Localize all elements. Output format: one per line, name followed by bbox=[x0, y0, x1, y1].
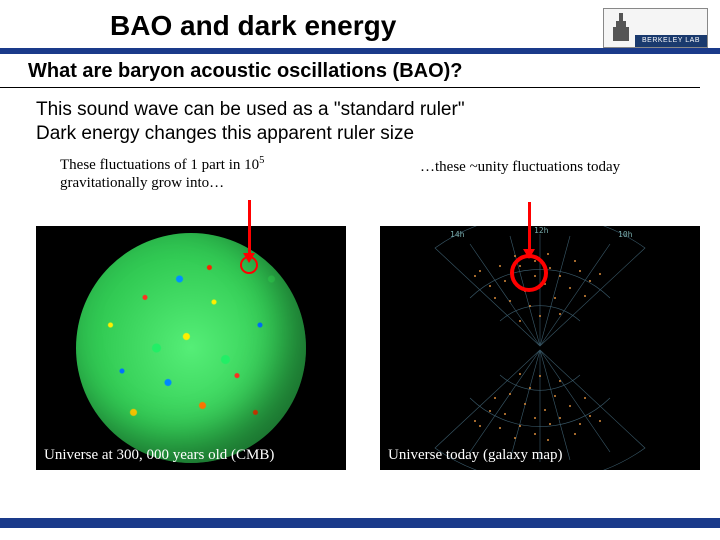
footer-divider bbox=[0, 518, 720, 528]
axis-label-l: 14h bbox=[450, 230, 464, 239]
section-subtitle: What are baryon acoustic oscillations (B… bbox=[0, 54, 700, 88]
figure-row: These fluctuations of 1 part in 105 grav… bbox=[0, 154, 720, 470]
logo-label: BERKELEY LAB bbox=[635, 35, 707, 47]
arrow-down-icon bbox=[248, 200, 251, 256]
right-annotation: …these ~unity fluctuations today bbox=[380, 154, 700, 198]
cmb-figure: Universe at 300, 000 years old (CMB) bbox=[36, 226, 346, 470]
axis-label-r: 10h bbox=[618, 230, 632, 239]
body-line-1: This sound wave can be used as a "standa… bbox=[36, 98, 690, 122]
cmb-sphere-icon bbox=[76, 233, 306, 463]
slide-header: BAO and dark energy BERKELEY LAB bbox=[0, 0, 720, 54]
axis-label-c: 12h bbox=[534, 226, 548, 235]
arrow-down-icon bbox=[528, 202, 531, 252]
left-annotation: These fluctuations of 1 part in 105 grav… bbox=[36, 154, 350, 198]
body-line-2: Dark energy changes this apparent ruler … bbox=[36, 122, 690, 146]
lab-logo: BERKELEY LAB bbox=[603, 8, 708, 63]
left-ann-text-a: These fluctuations of 1 part in 10 bbox=[60, 157, 259, 173]
body-text: This sound wave can be used as a "standa… bbox=[0, 88, 720, 154]
left-ann-text-b: gravitationally grow into… bbox=[60, 175, 224, 191]
logo-tower-icon bbox=[612, 13, 630, 43]
logo-box: BERKELEY LAB bbox=[603, 8, 708, 48]
right-column: …these ~unity fluctuations today bbox=[380, 154, 700, 470]
highlight-circle-icon bbox=[240, 256, 258, 274]
galaxy-figure: 14h 12h 10h Universe today (galaxy map) bbox=[380, 226, 700, 470]
left-caption: Universe at 300, 000 years old (CMB) bbox=[44, 447, 274, 464]
right-caption: Universe today (galaxy map) bbox=[388, 447, 563, 464]
highlight-circle-icon bbox=[510, 254, 548, 292]
left-column: These fluctuations of 1 part in 105 grav… bbox=[36, 154, 350, 470]
left-ann-sup: 5 bbox=[259, 155, 264, 166]
